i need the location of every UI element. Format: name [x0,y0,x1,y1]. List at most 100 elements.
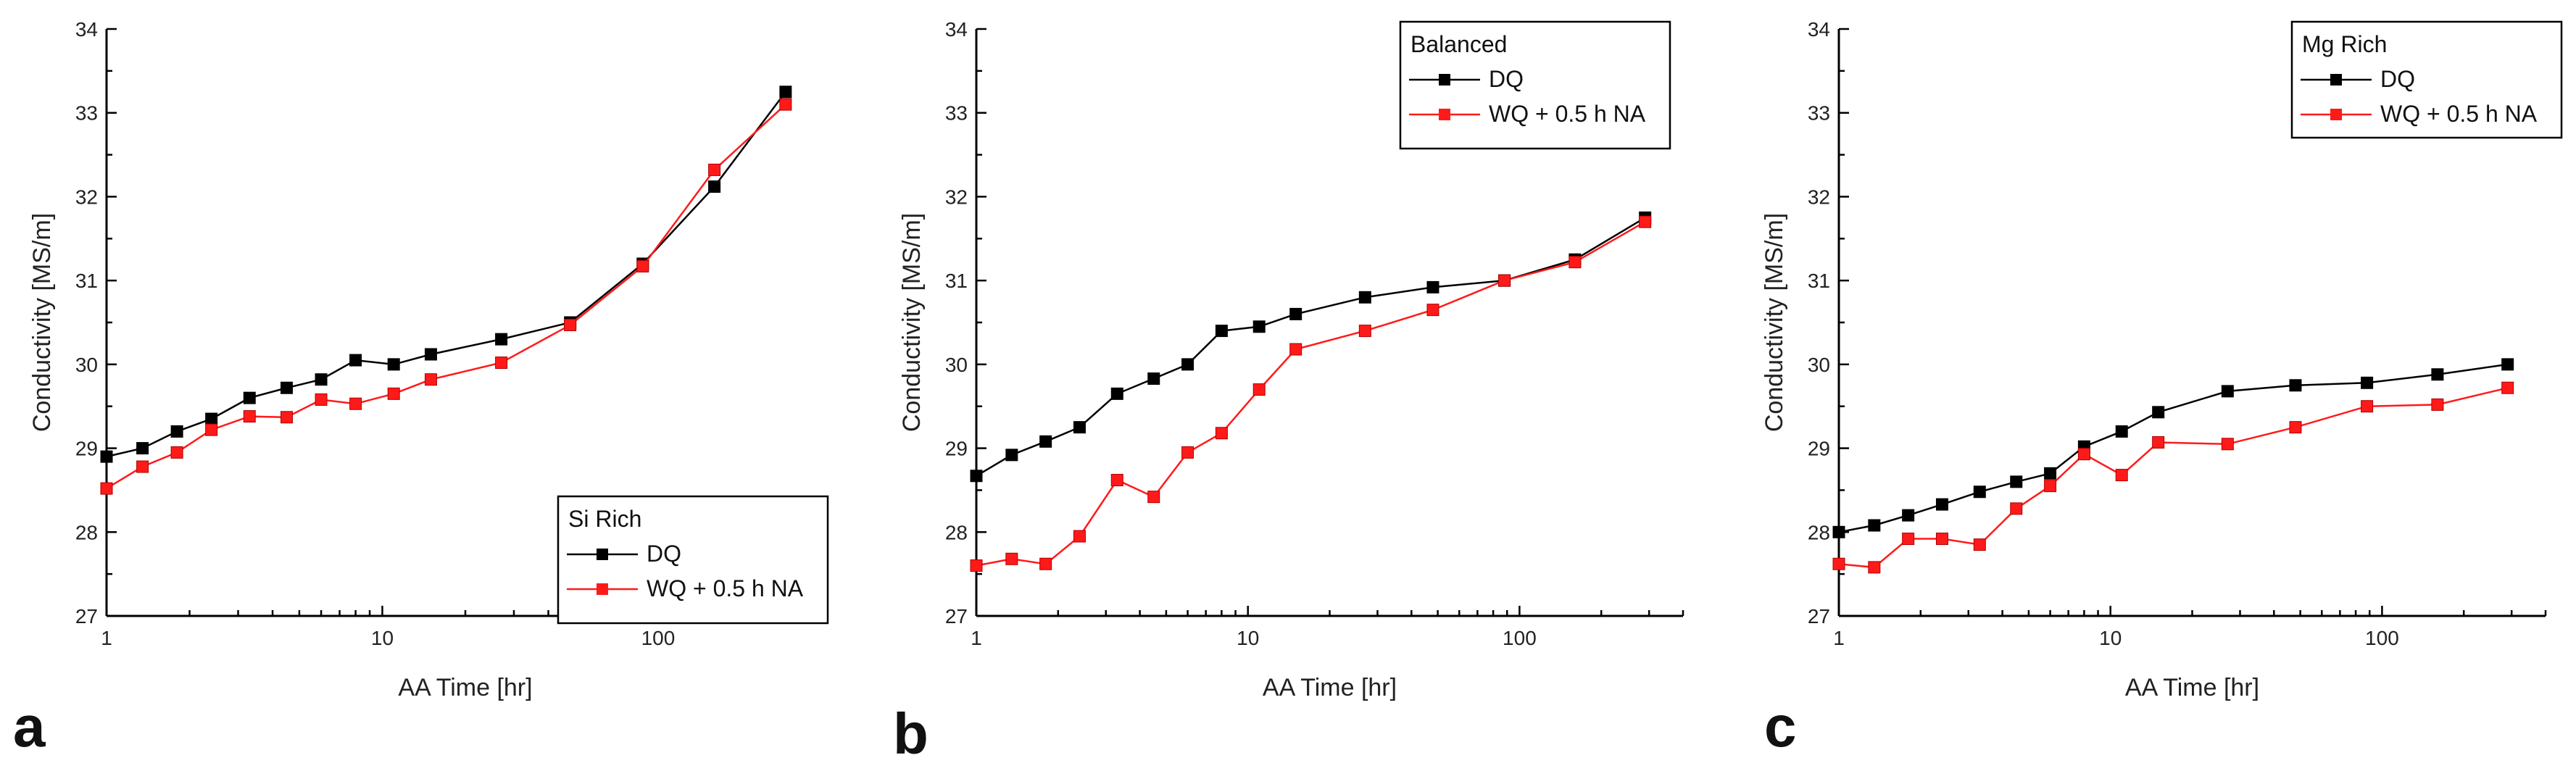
data-point-wq [2010,502,2023,515]
legend-label-wq: WQ + 0.5 h NA [2380,101,2538,127]
legend-marker [2330,74,2342,86]
data-point-wq [170,446,183,459]
data-point-dq [1289,307,1302,320]
data-point-wq [2044,480,2057,493]
data-point-dq [1252,320,1266,333]
data-point-dq [970,470,983,483]
y-tick-label: 33 [1808,102,1830,125]
data-point-wq [2361,400,2374,413]
y-tick-label: 32 [1808,186,1830,208]
data-point-dq [1147,372,1160,386]
x-axis-title: AA Time [hr] [1263,674,1397,701]
data-point-wq [1252,383,1266,396]
data-point-dq [495,333,508,346]
data-point-dq [2431,368,2444,381]
x-tick-label: 10 [371,627,394,649]
data-point-wq [100,482,113,495]
data-point-wq [1215,427,1228,440]
data-point-dq [2152,406,2165,419]
data-point-wq [1073,530,1086,543]
data-point-wq [564,318,577,331]
y-axis-title: Conductivity [MS/m] [28,213,56,432]
data-point-wq [315,393,328,406]
x-tick-label: 100 [1503,627,1537,649]
data-point-wq [1358,325,1371,338]
data-point-dq [1181,358,1194,371]
x-tick-label: 100 [2365,627,2399,649]
data-point-dq [1426,280,1439,293]
legend-label-dq: DQ [2380,66,2415,92]
y-tick-label: 30 [945,354,968,376]
y-axis-title: Conductivity [MS/m] [898,213,926,432]
data-point-dq [1935,498,1948,511]
y-tick-label: 29 [1808,438,1830,460]
y-tick-label: 31 [945,270,968,292]
x-tick-label: 100 [641,627,676,649]
data-point-dq [424,348,437,361]
y-tick-label: 31 [75,270,98,292]
data-point-wq [2115,469,2128,482]
data-point-wq [2431,398,2444,411]
legend-title: Balanced [1410,31,1507,57]
data-point-wq [136,460,149,473]
data-point-wq [1973,538,1986,551]
y-tick-label: 30 [75,354,98,376]
y-tick-label: 28 [75,521,98,543]
data-point-wq [779,98,792,111]
data-point-dq [1005,449,1018,462]
data-point-dq [1073,421,1086,434]
data-point-dq [387,358,400,371]
data-point-wq [243,410,256,423]
data-point-wq [1426,304,1439,317]
data-point-dq [243,391,256,404]
x-tick-label: 10 [2099,627,2122,649]
data-point-wq [1110,474,1123,487]
legend-label-wq: WQ + 0.5 h NA [647,575,804,601]
data-point-dq [1039,435,1052,448]
y-tick-label: 32 [75,186,98,208]
data-point-dq [1110,387,1123,400]
series-line-dq [106,91,786,458]
series-line-wq [976,221,1646,567]
legend-marker [597,549,608,560]
data-point-dq [136,442,149,455]
y-tick-label: 28 [945,521,968,543]
data-point-dq [2010,475,2023,488]
panel-letter: b [893,701,928,766]
data-point-wq [1147,491,1160,504]
data-point-wq [424,373,437,386]
data-point-wq [1289,343,1302,356]
y-tick-label: 30 [1808,354,1830,376]
legend-label-dq: DQ [647,541,681,567]
panel-letter: a [13,694,46,759]
data-point-wq [2289,421,2302,434]
data-point-wq [387,387,400,400]
x-axis-title: AA Time [hr] [2125,674,2259,701]
x-axis-title: AA Time [hr] [398,674,532,701]
data-point-dq [1358,291,1371,304]
data-point-dq [170,425,183,438]
data-point-wq [970,559,983,572]
data-point-dq [1868,519,1881,532]
data-point-wq [281,411,294,424]
data-point-wq [495,357,508,370]
legend-marker [1439,74,1450,86]
y-tick-label: 27 [1808,605,1830,628]
data-point-dq [708,180,721,193]
data-point-wq [1005,552,1018,565]
data-point-dq [1973,485,1986,499]
y-tick-label: 28 [1808,521,1830,543]
y-tick-label: 34 [945,18,968,41]
y-tick-label: 29 [75,438,98,460]
data-point-wq [1639,215,1652,228]
legend-label-dq: DQ [1489,66,1524,92]
y-tick-label: 29 [945,438,968,460]
data-point-dq [2044,467,2057,480]
x-tick-label: 10 [1237,627,1259,649]
chart-panel-a: 27 28 29 30 31 32 33 34 1 10 100 AA Time [hr] Conduc… [13,18,829,759]
data-point-dq [779,86,792,99]
y-tick-label: 33 [945,102,968,125]
legend-label-wq: WQ + 0.5 h NA [1489,101,1646,127]
data-point-wq [1832,557,1845,570]
